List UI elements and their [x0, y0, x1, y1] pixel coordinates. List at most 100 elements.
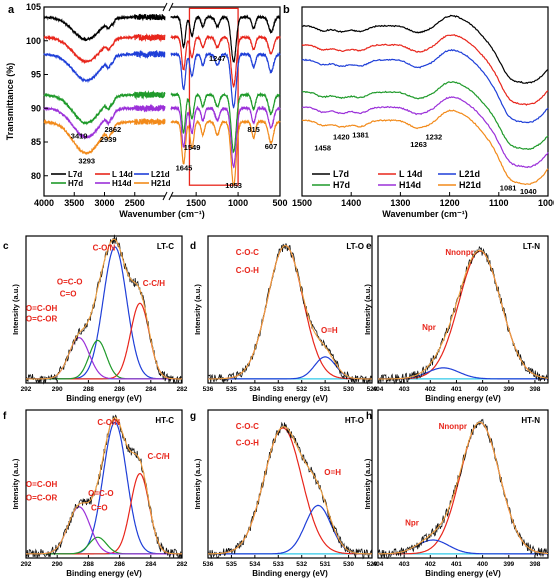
- annotation-b: 1420: [333, 132, 350, 141]
- legend-label-H14d: H14d: [112, 179, 132, 188]
- fit-envelope-line: [208, 426, 372, 555]
- panel-letter-c: c: [3, 241, 9, 252]
- series-line-H7d: [301, 81, 549, 151]
- x-tick-label-f: 286: [114, 561, 125, 568]
- panel-h: 404 403 402 401 400 399 398 h HT-N Binding energy…: [363, 409, 549, 578]
- y-tick-label-a: 80: [31, 171, 41, 181]
- raw-data-line: [377, 418, 549, 560]
- x-tick-label-a: 2500: [125, 198, 145, 208]
- series-line-L21d: [301, 48, 549, 124]
- x-axis-label-c: Binding energy (eV): [66, 394, 142, 403]
- component-peak-line: [208, 427, 372, 555]
- annotation-a: 1645: [176, 163, 193, 172]
- annotation-a: 607: [265, 142, 278, 151]
- series-line-H14d: [170, 105, 281, 169]
- panel-letter-b: b: [283, 4, 290, 16]
- x-tick-label-e: 402: [425, 386, 436, 393]
- plot-frame-b: [301, 6, 549, 197]
- plot-frame-h: [377, 409, 549, 559]
- series-line-L7d: [43, 13, 166, 42]
- panel-tag-g: HT-O: [345, 416, 364, 425]
- x-tick-label-e: 398: [529, 386, 540, 393]
- x-tick-label-d: 534: [249, 386, 260, 393]
- panel-letter-e: e: [366, 241, 372, 252]
- component-peak-line: [378, 421, 548, 555]
- series-line-L14d: [43, 33, 166, 65]
- x-tick-label-g: 535: [226, 561, 237, 568]
- x-tick-label-f: 288: [83, 561, 94, 568]
- series-line-L14d: [170, 34, 281, 88]
- component-peak-line: [378, 250, 548, 380]
- peak-label: C-O/N: [93, 244, 116, 253]
- x-tick-label-e: 399: [503, 386, 514, 393]
- series-line-H7d: [43, 90, 166, 126]
- peak-label: C=O: [60, 289, 77, 298]
- x-tick-label-d: 533: [273, 386, 284, 393]
- annotation-a: 1247: [209, 54, 226, 63]
- x-tick-label-g: 530: [343, 561, 354, 568]
- annotation-a: 1549: [184, 143, 201, 152]
- series-line-L7d: [170, 14, 281, 63]
- axis-break-mark: [162, 191, 168, 201]
- plot-frame-c: [25, 235, 183, 384]
- annotation-b: 1232: [426, 132, 443, 141]
- x-tick-label-b: 1300: [390, 198, 410, 208]
- series-line-L21d: [43, 49, 166, 84]
- peak-label: C-O/N: [97, 418, 120, 427]
- x-tick-label-f: 284: [145, 561, 156, 568]
- x-tick-label-d: 531: [320, 386, 331, 393]
- y-tick-label-a: 100: [26, 36, 41, 46]
- x-tick-label-b: 1500: [292, 198, 312, 208]
- peak-label: C-O-C: [236, 422, 259, 431]
- highlight-box: [188, 7, 239, 186]
- annotation-a: 2939: [100, 135, 117, 144]
- panel-a: 80 85 90 95 100 105 4000 3500 3000 2500 1500 1000 50…: [5, 2, 288, 219]
- peak-label: C-C/H: [143, 279, 165, 288]
- x-tick-label-e: 401: [451, 386, 462, 393]
- x-tick-label-e: 400: [477, 386, 488, 393]
- x-tick-label-a: 1000: [228, 198, 248, 208]
- x-tick-label-f: 290: [52, 561, 63, 568]
- y-axis-label-e: Intensity (a.u.): [363, 284, 372, 335]
- legend-label-H14d: H14d: [399, 180, 421, 190]
- peak-label: C-O-H: [236, 439, 259, 448]
- x-tick-label-h: 400: [477, 561, 488, 568]
- panel-g: 536 535 534 533 532 531 530 529 g HT-O Binding ene…: [190, 409, 378, 578]
- legend-label-H21d: H21d: [151, 179, 171, 188]
- annotation-b: 1458: [314, 144, 331, 153]
- panel-letter-a: a: [8, 4, 15, 16]
- x-tick-label-c: 286: [114, 386, 125, 393]
- x-tick-label-h: 398: [529, 561, 540, 568]
- series-line-H21d: [170, 119, 281, 187]
- series-line-L21d: [170, 51, 281, 109]
- x-tick-label-a: 500: [272, 198, 287, 208]
- x-axis-label-g: Binding energy (eV): [252, 569, 328, 578]
- x-tick-label-g: 529: [367, 561, 378, 568]
- annotation-b: 1263: [410, 140, 427, 149]
- fit-envelope-line: [26, 238, 182, 380]
- peak-label: O=C-OR: [26, 314, 58, 323]
- panel-tag-h: HT-N: [521, 416, 540, 425]
- legend-label-L7d: L7d: [333, 169, 349, 179]
- fit-envelope-line: [378, 421, 548, 555]
- annotation-b: 1040: [520, 187, 537, 196]
- x-axis-label-d: Binding energy (eV): [252, 394, 328, 403]
- component-peak-line: [26, 339, 182, 380]
- peak-label: C-O-H: [236, 266, 259, 275]
- panel-c: 292 290 288 286 284 282 c LT-C Binding energy (e…: [3, 234, 188, 403]
- fit-envelope-line: [378, 249, 548, 380]
- peak-label: O=H: [324, 468, 341, 477]
- x-tick-label-g: 536: [203, 561, 214, 568]
- x-tick-label-h: 402: [425, 561, 436, 568]
- x-tick-label-a: 3000: [94, 198, 114, 208]
- x-axis-label-h: Binding energy (eV): [425, 569, 501, 578]
- x-tick-label-g: 532: [296, 561, 307, 568]
- x-tick-label-d: 536: [203, 386, 214, 393]
- annotation-b: 1081: [500, 183, 517, 192]
- y-tick-label-a: 85: [31, 137, 41, 147]
- x-tick-label-h: 403: [399, 561, 410, 568]
- fit-envelope-line: [25, 417, 182, 555]
- x-tick-label-c: 292: [21, 386, 32, 393]
- y-axis-label-c: Intensity (a.u.): [11, 284, 20, 335]
- component-peak-line: [378, 367, 548, 380]
